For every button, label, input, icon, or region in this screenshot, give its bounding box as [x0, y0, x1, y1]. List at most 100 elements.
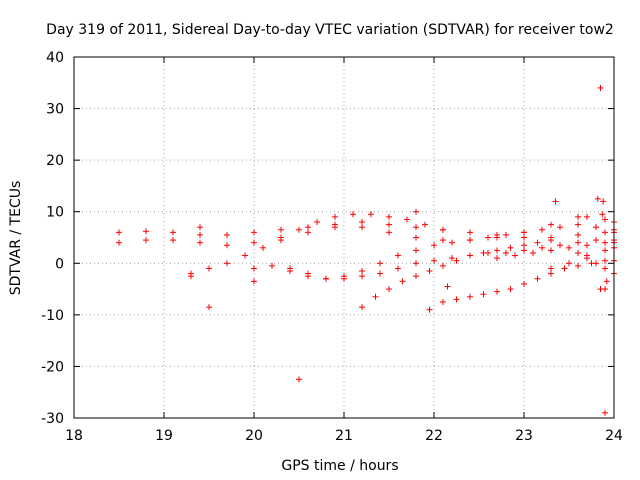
- data-point: [431, 257, 437, 264]
- data-point: [494, 231, 500, 238]
- data-point: [584, 242, 590, 249]
- data-point: [485, 234, 491, 241]
- data-point: [603, 278, 610, 285]
- x-axis-label: GPS time / hours: [281, 458, 398, 474]
- data-point: [426, 268, 433, 275]
- data-point: [584, 213, 590, 220]
- data-point: [251, 229, 257, 236]
- x-tick-label: 18: [65, 428, 83, 444]
- data-point: [512, 252, 518, 259]
- data-point: [404, 216, 410, 223]
- data-point: [480, 291, 487, 298]
- data-point: [377, 260, 383, 267]
- data-point: [170, 229, 176, 236]
- data-point: [305, 270, 311, 277]
- data-point: [251, 265, 257, 272]
- data-point: [440, 262, 446, 269]
- data-point: [557, 242, 563, 249]
- axis-ticks: [73, 56, 615, 419]
- data-point: [197, 224, 203, 231]
- data-point: [602, 229, 608, 236]
- x-tick-labels: 18 19 20 21 22 23 24: [65, 428, 623, 444]
- data-point: [386, 221, 392, 228]
- data-point: [440, 226, 446, 233]
- data-point: [251, 239, 257, 246]
- data-point: [386, 213, 392, 220]
- y-tick-label: -30: [41, 411, 64, 427]
- data-points: [116, 84, 617, 416]
- data-point: [566, 244, 572, 251]
- grid-lines: [74, 57, 614, 418]
- data-point: [599, 211, 606, 218]
- data-point: [116, 239, 122, 246]
- data-point: [602, 239, 608, 246]
- data-point: [116, 229, 122, 236]
- data-point: [206, 304, 212, 311]
- data-point: [602, 286, 608, 293]
- data-point: [399, 278, 406, 285]
- data-point: [368, 211, 374, 218]
- data-point: [372, 293, 379, 300]
- data-point: [602, 247, 608, 254]
- data-point: [242, 252, 248, 259]
- data-point: [359, 268, 365, 275]
- data-point: [507, 286, 514, 293]
- data-point: [494, 255, 500, 262]
- data-point: [350, 211, 356, 218]
- data-point: [467, 252, 473, 259]
- data-point: [594, 195, 601, 202]
- data-point: [269, 262, 275, 269]
- chart-title: Day 319 of 2011, Sidereal Day-to-day VTE…: [46, 22, 614, 38]
- data-point: [332, 213, 338, 220]
- data-point: [386, 229, 392, 236]
- y-axis-label: SDTVAR / TECUs: [8, 181, 24, 296]
- data-point: [593, 224, 599, 231]
- data-point: [296, 376, 302, 383]
- data-point: [395, 265, 401, 272]
- data-point: [251, 278, 257, 285]
- data-point: [494, 288, 500, 295]
- data-point: [534, 239, 541, 246]
- data-point: [278, 237, 284, 244]
- data-point: [431, 242, 437, 249]
- data-point: [561, 265, 568, 272]
- data-point: [602, 409, 608, 416]
- data-point: [480, 249, 487, 256]
- data-point: [359, 273, 365, 280]
- data-point: [600, 198, 607, 205]
- data-point: [548, 265, 554, 272]
- data-point: [593, 237, 599, 244]
- data-point: [197, 231, 203, 238]
- data-point: [440, 298, 446, 305]
- data-point: [566, 260, 572, 267]
- data-point: [359, 304, 365, 311]
- data-point: [557, 224, 563, 231]
- data-point: [575, 249, 581, 256]
- data-point: [453, 257, 460, 264]
- y-tick-label: -10: [41, 308, 64, 324]
- data-point: [224, 260, 230, 267]
- data-point: [503, 249, 509, 256]
- data-point: [548, 247, 554, 254]
- y-tick-labels: -30 -20 -10 0 10 20 30 40: [41, 50, 64, 427]
- data-point: [323, 275, 329, 282]
- data-point: [503, 231, 509, 238]
- data-point: [593, 260, 599, 267]
- data-point: [188, 273, 194, 280]
- x-tick-label: 21: [335, 428, 353, 444]
- data-point: [453, 296, 460, 303]
- data-point: [467, 293, 473, 300]
- data-point: [426, 306, 433, 313]
- data-point: [449, 239, 455, 246]
- data-point: [413, 234, 419, 241]
- data-point: [530, 249, 536, 256]
- data-point: [143, 237, 149, 244]
- data-point: [314, 219, 320, 226]
- y-tick-label: 10: [46, 205, 64, 221]
- data-point: [386, 286, 392, 293]
- data-point: [444, 283, 451, 290]
- data-point: [305, 224, 311, 231]
- data-point: [602, 265, 608, 272]
- data-point: [278, 226, 284, 233]
